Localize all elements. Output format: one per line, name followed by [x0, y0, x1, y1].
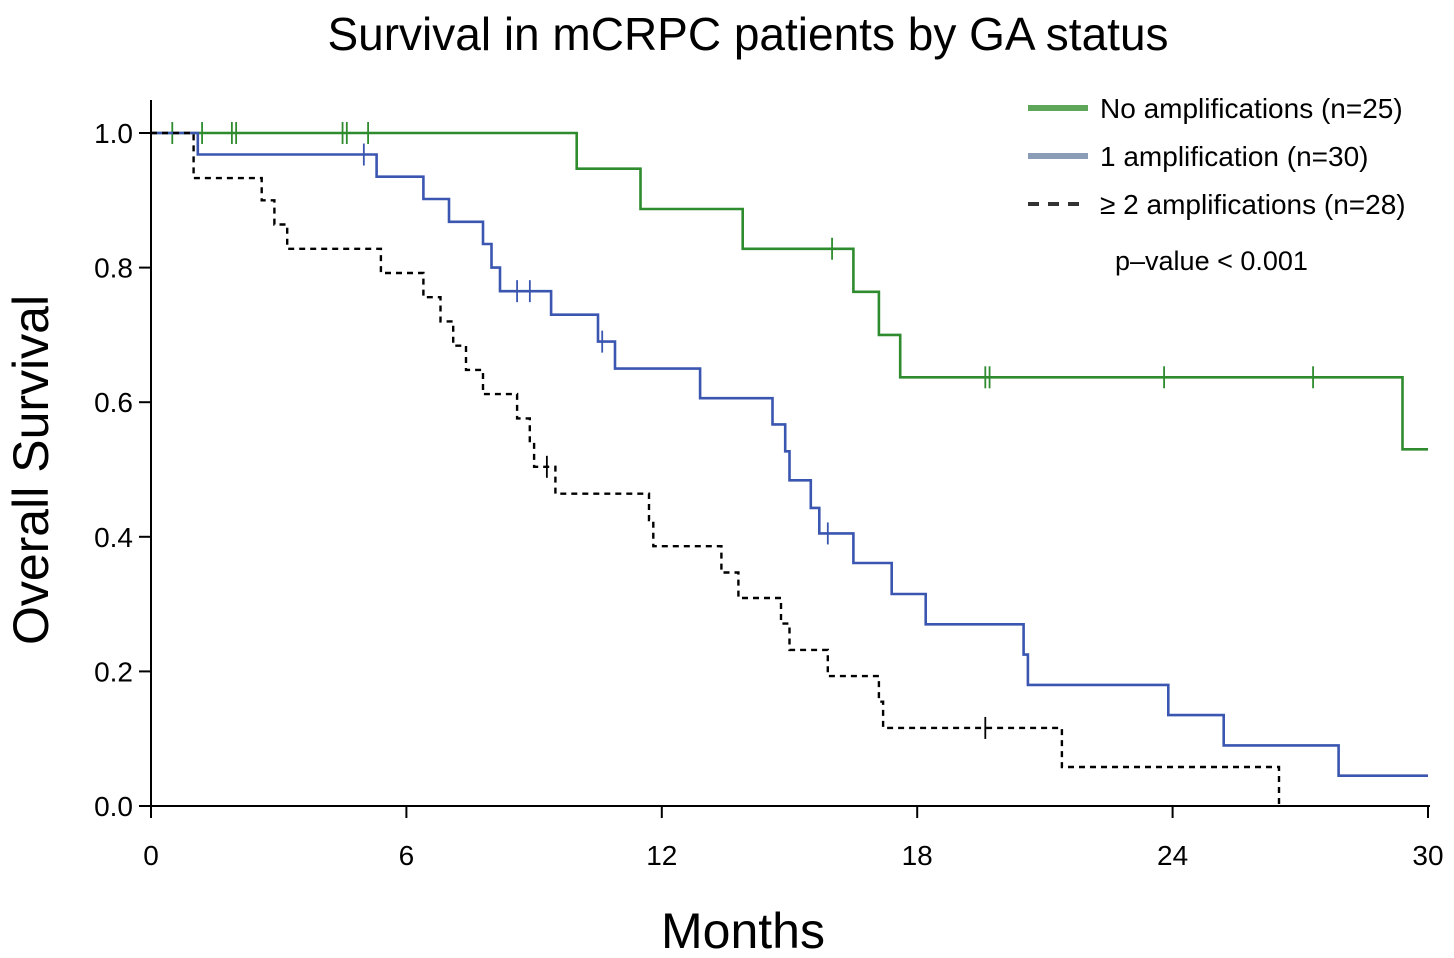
x-tick-label: 18 [902, 840, 933, 871]
y-tick-label: 1.0 [94, 118, 133, 149]
x-axis-label: Months [661, 903, 825, 958]
x-tick-label: 0 [143, 840, 159, 871]
y-tick-label: 0.0 [94, 791, 133, 822]
x-tick-label: 12 [646, 840, 677, 871]
p-value-annotation: p–value < 0.001 [1115, 246, 1308, 276]
x-tick-label: 6 [399, 840, 415, 871]
y-tick-label: 0.6 [94, 387, 133, 418]
axes [150, 100, 1430, 807]
y-tick-label: 0.4 [94, 522, 133, 553]
y-tick-label: 0.8 [94, 253, 133, 284]
x-tick-label: 30 [1412, 840, 1443, 871]
chart-title: Survival in mCRPC patients by GA status [327, 8, 1168, 60]
survival-curve [151, 131, 1428, 451]
legend-label: 1 amplification (n=30) [1100, 141, 1368, 172]
legend-label: ≥ 2 amplifications (n=28) [1100, 189, 1406, 220]
legend: No amplifications (n=25) 1 amplification … [1028, 93, 1406, 220]
ticks: 0 6 12 18 24 30 0.0 0.2 0.4 0.6 0.8 1.0 [94, 118, 1444, 871]
series-3 [151, 131, 1281, 806]
y-tick-label: 0.2 [94, 656, 133, 687]
legend-label: No amplifications (n=25) [1100, 93, 1403, 124]
series-1 [151, 122, 1428, 451]
survival-curve [151, 131, 1281, 806]
y-axis-label: Overall Survival [3, 295, 59, 645]
survival-curve [151, 131, 1428, 777]
series-2 [151, 131, 1428, 777]
series-layer [151, 122, 1428, 806]
x-tick-label: 24 [1157, 840, 1188, 871]
